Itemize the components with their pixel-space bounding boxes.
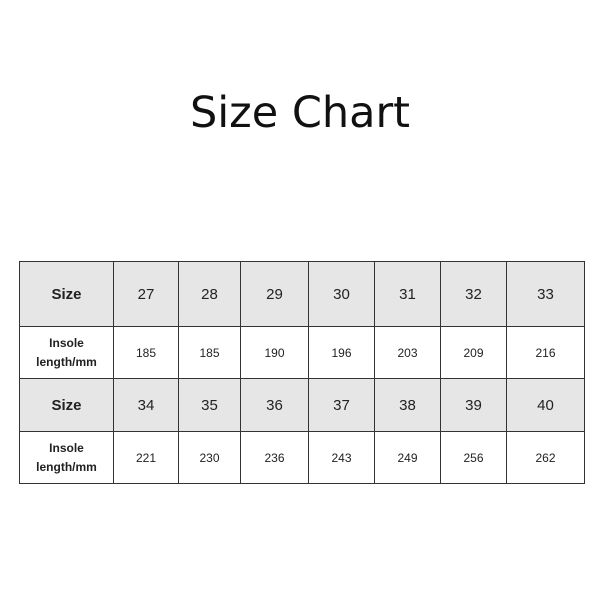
table-cell: 216 (506, 326, 585, 379)
table-cell: 230 (178, 431, 241, 484)
table-cell: 185 (178, 326, 241, 379)
table-cell: 196 (308, 326, 375, 379)
row-header: Size (19, 261, 114, 327)
size-row: Size 34 35 36 37 38 39 40 (19, 378, 585, 432)
table-cell: 36 (240, 378, 309, 432)
table-cell: 28 (178, 261, 241, 327)
table-cell: 190 (240, 326, 309, 379)
row-header: Insole length/mm (19, 326, 114, 379)
table-cell: 27 (113, 261, 179, 327)
insole-length-row: Insole length/mm 221 230 236 243 249 256 262 (19, 431, 585, 484)
table-cell: 262 (506, 431, 585, 484)
table-cell: 185 (113, 326, 179, 379)
insole-length-row: Insole length/mm 185 185 190 196 203 209 216 (19, 326, 585, 379)
table-cell: 221 (113, 431, 179, 484)
table-cell: 33 (506, 261, 585, 327)
table-cell: 32 (440, 261, 507, 327)
table-cell: 209 (440, 326, 507, 379)
table-cell: 249 (374, 431, 441, 484)
table-cell: 40 (506, 378, 585, 432)
table-cell: 31 (374, 261, 441, 327)
page-title: Size Chart (189, 88, 411, 138)
table-cell: 34 (113, 378, 179, 432)
size-row: Size 27 28 29 30 31 32 33 (19, 261, 585, 327)
table-cell: 203 (374, 326, 441, 379)
table-cell: 39 (440, 378, 507, 432)
table-cell: 243 (308, 431, 375, 484)
table-cell: 38 (374, 378, 441, 432)
table-cell: 35 (178, 378, 241, 432)
table-cell: 256 (440, 431, 507, 484)
table-cell: 29 (240, 261, 309, 327)
row-header: Size (19, 378, 114, 432)
table-cell: 236 (240, 431, 309, 484)
table-cell: 30 (308, 261, 375, 327)
size-chart-table: Size 27 28 29 30 31 32 33 Insole length/mm 185 185 1… (19, 261, 585, 484)
row-header: Insole length/mm (19, 431, 114, 484)
table-cell: 37 (308, 378, 375, 432)
